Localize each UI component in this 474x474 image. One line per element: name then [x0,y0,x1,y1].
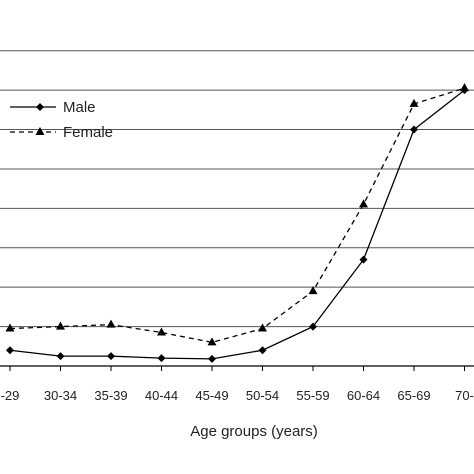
x-tick-label: 55-59 [296,388,329,403]
x-tick-label: 45-49 [195,388,228,403]
data-point-female [409,98,419,107]
data-point-female [308,286,318,295]
data-point-female [56,321,65,330]
series-group [5,83,469,363]
data-point-female [106,319,116,328]
data-point-male [359,255,368,264]
series-line-male [9,89,465,360]
x-tick-label: 65-69 [397,388,430,403]
data-point-male [107,352,115,361]
legend-male-marker [36,103,44,111]
data-point-male [258,346,267,355]
x-tick-label: 60-64 [347,388,380,403]
data-point-male [410,125,418,134]
data-point-male [208,354,216,363]
x-tick-label: 35-39 [94,388,127,403]
gridlines [0,50,474,367]
x-tick-labels: -29 30-34 35-39 40-44 45-49 50-54 55-59 60-64 65… [1,366,474,403]
data-point-male [56,352,65,361]
legend: Male Female [10,99,113,141]
x-tick-label: 30-34 [44,388,77,403]
data-point-female [5,323,15,332]
data-point-male [157,354,166,363]
x-tick-label: 70- [455,388,474,403]
data-point-female [258,323,267,332]
x-tick-label: 50-54 [246,388,279,403]
x-axis-label: Age groups (years) [190,423,318,440]
legend-female-marker [35,127,45,135]
x-tick-label: 40-44 [145,388,178,403]
data-point-female [207,337,217,346]
legend-male-label: Male [63,99,96,116]
data-point-female [460,83,469,92]
x-tick-label: -29 [1,388,20,403]
series-line-female [9,87,465,344]
data-point-female [359,199,368,208]
data-point-female [157,327,166,336]
data-point-male [309,322,317,331]
data-point-male [6,346,14,355]
legend-female-label: Female [63,124,113,141]
